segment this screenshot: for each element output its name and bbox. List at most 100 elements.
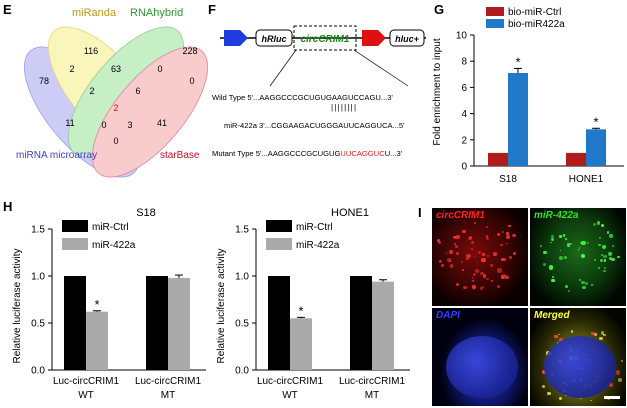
fluorescent-speck	[564, 238, 568, 241]
chart-h-ytick-label: 1.5	[235, 225, 249, 236]
fluorescent-speck	[511, 233, 516, 238]
chart-h-ytick-label: 0.0	[235, 366, 249, 377]
fluorescent-speck	[461, 229, 466, 234]
venn-label-miranda: miRanda	[72, 7, 117, 19]
venn-set-starbase	[91, 46, 209, 178]
hrluc-label: hRluc	[261, 34, 286, 44]
tile-label-dapi: DAPI	[436, 310, 460, 321]
chart-h-s18-title: S18	[136, 207, 156, 219]
fluorescent-speck	[611, 244, 615, 248]
chart-h-s18-ylabel: Relative luciferase activity	[12, 248, 23, 363]
fluorescent-speck	[472, 273, 476, 276]
construct-diagram: hRluc circCRIM1 hluc+	[220, 25, 426, 87]
fluorescent-speck	[482, 252, 486, 256]
fluorescent-speck	[490, 279, 493, 282]
fluorescent-speck	[579, 279, 582, 282]
chart-h-hone1-title: HONE1	[331, 207, 369, 219]
fluorescent-speck	[606, 231, 610, 234]
fluorescent-speck	[466, 254, 471, 259]
fluorescent-speck	[581, 280, 585, 284]
fluorescent-speck	[438, 240, 442, 244]
fluorescent-speck	[601, 245, 607, 250]
fluorescent-speck	[584, 281, 588, 285]
fluorescent-speck	[559, 249, 562, 252]
row-prefix: 3'...	[259, 121, 272, 130]
fluorescent-speck	[479, 287, 483, 291]
chart-h-significance: *	[298, 303, 303, 318]
fluorescent-speck	[463, 285, 467, 290]
fluorescent-speck	[497, 233, 501, 237]
chart-g-ytick-label: 10	[456, 31, 468, 42]
venn-count: 0	[189, 76, 194, 86]
fluorescent-speck	[493, 252, 497, 256]
fluorescent-speck	[513, 251, 517, 255]
fluorescent-speck	[600, 253, 603, 256]
fluorescent-speck	[485, 225, 488, 228]
fluorescent-speck	[563, 255, 567, 259]
fluorescent-speck	[542, 263, 546, 267]
venn-count: 0	[101, 120, 106, 130]
fluorescent-speck	[552, 275, 555, 278]
fluorescent-speck	[456, 251, 459, 255]
hrluc-box	[255, 29, 293, 47]
venn-count: 11	[65, 118, 74, 128]
tile-circcrim1	[432, 208, 528, 306]
circcrim1-label: circCRIM1	[301, 34, 350, 45]
fluorescent-speck	[600, 331, 605, 336]
fluorescent-speck	[486, 277, 489, 280]
fluorescent-speck	[473, 255, 476, 258]
fluorescent-speck	[559, 234, 563, 238]
fluorescent-speck	[472, 284, 477, 289]
fluorescent-speck	[551, 238, 554, 241]
venn-count: 63	[111, 64, 121, 74]
legend-label-mir: miR-422a	[296, 240, 340, 251]
xsub-label-mt: MT	[161, 390, 175, 401]
legend-label-mir: miR-422a	[92, 240, 136, 251]
chart-h-significance: *	[94, 297, 99, 312]
fluorescent-speck	[577, 249, 580, 251]
fluorescent-speck	[547, 391, 551, 396]
xgroup-label: Luc-circCRIM1	[339, 376, 406, 387]
fluorescent-speck	[596, 221, 600, 225]
chart-h-bar	[372, 281, 394, 370]
panel-label-i: I	[418, 205, 422, 220]
venn-count: 0	[157, 64, 162, 74]
fluorescent-speck	[570, 243, 573, 246]
fluorescent-speck	[541, 369, 546, 374]
fluorescent-speck	[581, 253, 586, 258]
venn-count: 78	[39, 76, 49, 86]
fluorescent-speck	[502, 257, 507, 262]
legend-swatch-mir	[486, 19, 504, 28]
arrow-left-icon	[224, 30, 248, 46]
chart-g: Fold enrichment to input 0 2 4 6 8 10 * * bio-…	[432, 7, 624, 185]
fluorescent-speck	[542, 384, 546, 389]
chart-g-ylabel: Fold enrichment to input	[432, 38, 443, 146]
fluorescent-speck	[473, 222, 476, 225]
fluorescent-speck	[598, 266, 601, 269]
chart-h-bar	[290, 318, 312, 370]
fluorescent-speck	[501, 257, 505, 261]
fluorescent-speck	[539, 245, 542, 247]
chart-g-ytick-label: 6	[461, 83, 467, 94]
venn-count: 0	[113, 136, 118, 146]
row-prefix: 5'...	[255, 149, 268, 158]
row-suffix: ...3'	[390, 149, 403, 158]
chart-g-ytick-label: 2	[461, 135, 467, 146]
legend-label-ctrl: miR-Ctrl	[92, 222, 129, 233]
fluorescent-speck	[481, 286, 484, 289]
fluorescent-speck	[505, 234, 510, 239]
mir422a-row: miR-422a 3'...CGGAAGACUGGGAUUCAGGUCA...5…	[224, 121, 405, 130]
fluorescent-speck	[441, 263, 445, 267]
fluorescent-speck	[593, 259, 596, 262]
venn-count: 3	[127, 120, 132, 130]
fluorescent-speck	[589, 399, 592, 402]
chart-g-ytick-label: 4	[461, 109, 467, 120]
fluorescent-speck	[449, 264, 454, 268]
fluorescent-speck	[455, 245, 458, 248]
mut-sequence-mutated: UUCAGGUC	[340, 149, 385, 158]
fluorescent-speck	[594, 333, 597, 336]
chart-h-ytick-label: 0.0	[31, 366, 45, 377]
chart-g-xlabel-hone1: HONE1	[569, 174, 604, 185]
fluorescent-speck	[501, 231, 504, 234]
fluorescent-speck	[598, 236, 602, 240]
